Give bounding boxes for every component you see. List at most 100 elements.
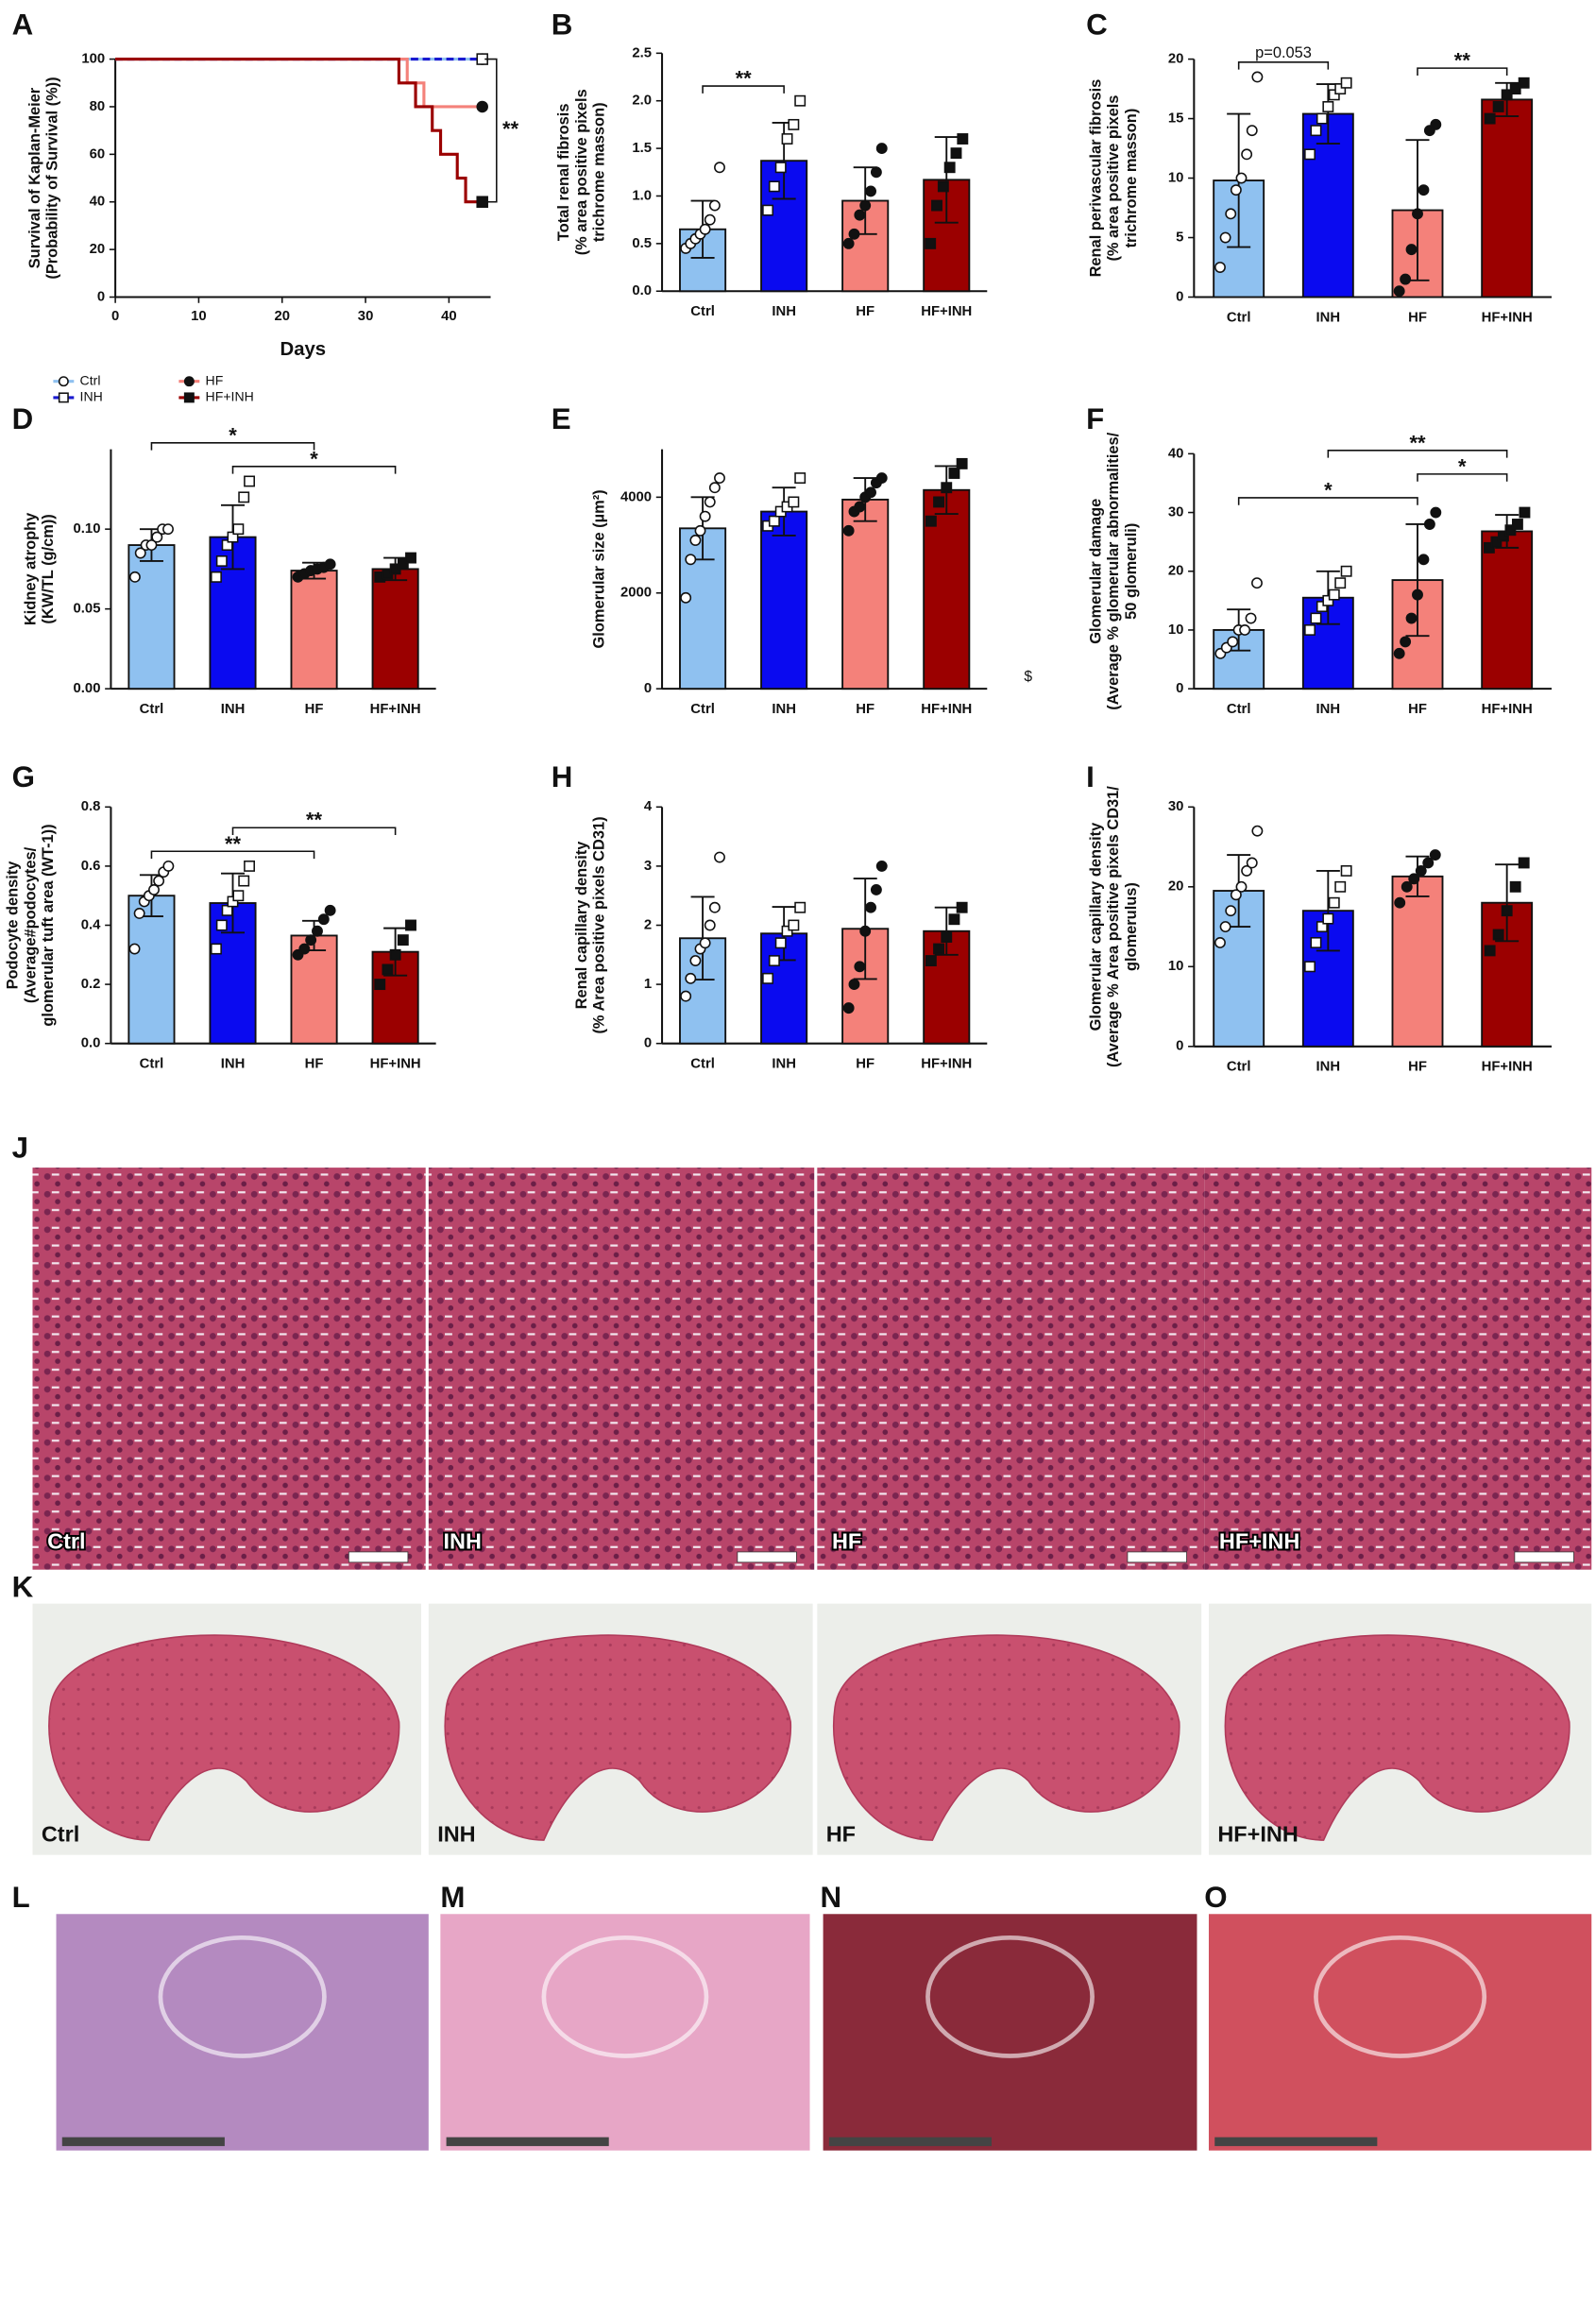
data-point [1246,125,1258,137]
x-tick-label: HF [1408,1060,1427,1075]
y-tick-label: 0 [644,681,652,696]
data-point [238,875,250,887]
data-point [794,472,806,485]
data-point [389,948,401,961]
data-point [1492,929,1504,941]
y-axis-label: Glomerular damage [1087,499,1104,644]
data-point [1235,880,1248,893]
y-axis-label: (KW/TL (g/cm)) [40,514,57,623]
data-point [1340,864,1352,877]
x-tick-label: HF+INH [921,1056,972,1071]
data-point [1393,647,1405,659]
y-tick-label: 0 [1176,1039,1183,1054]
panel-letter: O [1204,1881,1227,1914]
y-tick-label: 0.0 [632,283,652,298]
y-tick-label: 4000 [620,489,652,504]
data-point [1322,101,1334,112]
y-tick-label: 0.00 [74,681,101,696]
data-point [1322,912,1334,925]
data-point [1519,506,1531,519]
data-point [699,223,711,235]
x-tick-label: HF [1408,702,1427,717]
data-point [1214,262,1226,273]
data-point [298,943,311,955]
data-point [1310,125,1322,137]
x-tick-label: HF [856,1056,874,1071]
data-point [680,591,692,604]
data-point [1225,208,1237,220]
data-point [1310,937,1322,948]
bar [1481,530,1534,691]
data-point [842,1002,855,1015]
data-point [1304,624,1316,636]
micrograph-feature [541,1935,709,2058]
legend-label: INH [80,389,103,404]
kidney-section [48,1634,400,1841]
bar [1391,875,1444,1048]
significance-label: ** [225,832,242,856]
scale-bar [737,1551,797,1563]
data-point [768,955,780,966]
legend-marker [58,392,69,403]
y-tick-label: 40 [90,195,106,210]
data-point [1405,244,1418,256]
data-point [714,851,725,863]
histology-image [32,1168,426,1570]
y-tick-label: 20 [1168,879,1184,895]
significance-bracket [231,827,397,836]
y-tick-label: 0.05 [74,602,101,617]
kidney-section [833,1634,1180,1841]
data-point [1219,231,1231,244]
data-point [875,860,888,872]
annotation: $ [1024,669,1032,685]
y-tick-label: 2.5 [632,45,652,60]
histology-image [817,1168,1205,1570]
y-tick-label: 0 [97,289,105,304]
data-point [215,555,228,567]
data-point [405,552,416,564]
data-point [1246,857,1258,869]
data-point [1518,857,1530,869]
data-point [781,133,793,145]
scale-bar [1214,2137,1378,2146]
data-point [1304,961,1316,973]
significance-bracket [150,441,315,451]
y-tick-label: 10 [1168,959,1184,974]
data-point [699,937,711,949]
x-axis-label: Days [280,339,327,360]
data-point [1405,612,1418,624]
data-point [865,901,876,913]
data-point [151,531,163,543]
x-tick-label: INH [1316,1060,1341,1075]
data-point [1509,880,1521,893]
legend-label: HF+INH [206,389,254,404]
data-point [317,913,330,926]
significance-bracket [1237,61,1330,70]
scale-bar [61,2137,225,2146]
data-point [941,931,953,943]
significance-bracket [231,466,397,474]
data-point [781,925,793,937]
data-point [374,979,386,991]
x-tick-label: HF [856,702,874,717]
y-tick-label: 0.0 [81,1036,101,1051]
data-point [925,955,937,966]
data-point [1316,921,1328,933]
data-point [865,185,876,197]
y-axis-label: Total renal fibrosis [555,104,572,242]
data-point [1328,896,1340,909]
scale-bar [1514,1551,1574,1563]
scale-bar [1127,1551,1187,1563]
y-tick-label: 60 [90,146,106,162]
bar [1481,98,1534,298]
data-point [238,491,250,503]
x-tick-label: HF+INH [1482,702,1533,717]
data-point [211,943,222,955]
significance-label: ** [736,67,753,91]
data-point [215,919,228,931]
image-label: HF+INH [1219,1529,1299,1554]
data-point [145,539,158,552]
data-point [854,961,866,973]
data-point [1304,148,1316,161]
